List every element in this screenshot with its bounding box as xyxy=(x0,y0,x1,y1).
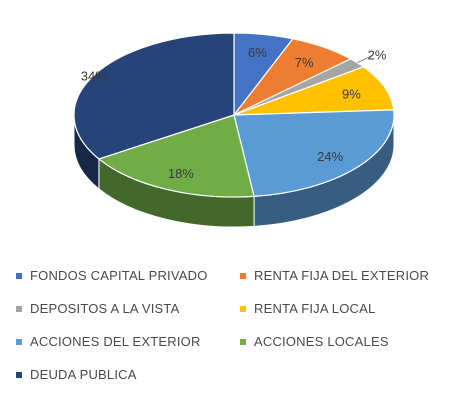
pie-slice-6 xyxy=(73,32,235,160)
data-label-1: 7% xyxy=(295,55,314,70)
legend-item-renta-fija-del-exterior: RENTA FIJA DEL EXTERIOR xyxy=(240,268,429,283)
legend-label: ACCIONES LOCALES xyxy=(254,334,389,349)
legend-item-fondos-capital-privado: FONDOS CAPITAL PRIVADO xyxy=(16,268,208,283)
data-label-3: 9% xyxy=(342,86,361,101)
pie-slice-3 xyxy=(233,66,395,116)
legend-label: FONDOS CAPITAL PRIVADO xyxy=(30,268,208,283)
pie-sides xyxy=(73,114,395,228)
legend-item-deuda-publica: DEUDA PUBLICA xyxy=(16,367,137,382)
pie-slice-5 xyxy=(97,114,255,198)
pie-slices xyxy=(73,32,395,198)
pie-chart: 6% 7% 2% 9% 24% 18% 34% xyxy=(73,32,395,228)
data-label-6: 34% xyxy=(81,68,107,83)
legend-swatch xyxy=(16,272,22,279)
pie-data-labels: 6% 7% 2% 9% 24% 18% 34% xyxy=(81,45,387,181)
legend-label: ACCIONES DEL EXTERIOR xyxy=(30,334,201,349)
legend-swatch xyxy=(240,338,246,345)
legend-swatch xyxy=(240,272,246,279)
legend: FONDOS CAPITAL PRIVADO RENTA FIJA DEL EX… xyxy=(16,268,446,400)
legend-swatch xyxy=(16,338,22,345)
legend-label: DEUDA PUBLICA xyxy=(30,367,137,382)
data-label-5: 18% xyxy=(168,166,194,181)
legend-item-depositos-a-la-vista: DEPOSITOS A LA VISTA xyxy=(16,301,179,316)
leader-line-2 xyxy=(357,54,374,64)
data-label-0: 6% xyxy=(248,45,267,60)
legend-item-acciones-locales: ACCIONES LOCALES xyxy=(240,334,389,349)
legend-label: RENTA FIJA DEL EXTERIOR xyxy=(254,268,430,283)
legend-label: DEPOSITOS A LA VISTA xyxy=(30,301,180,316)
legend-swatch xyxy=(16,371,22,378)
legend-item-acciones-del-exterior: ACCIONES DEL EXTERIOR xyxy=(16,334,201,349)
legend-label: RENTA FIJA LOCAL xyxy=(254,301,376,316)
legend-swatch xyxy=(240,305,246,312)
legend-item-renta-fija-local: RENTA FIJA LOCAL xyxy=(240,301,375,316)
legend-swatch xyxy=(16,305,22,312)
pie-slice-4 xyxy=(233,109,395,197)
data-label-2: 2% xyxy=(368,47,387,62)
data-label-4: 24% xyxy=(317,149,343,164)
